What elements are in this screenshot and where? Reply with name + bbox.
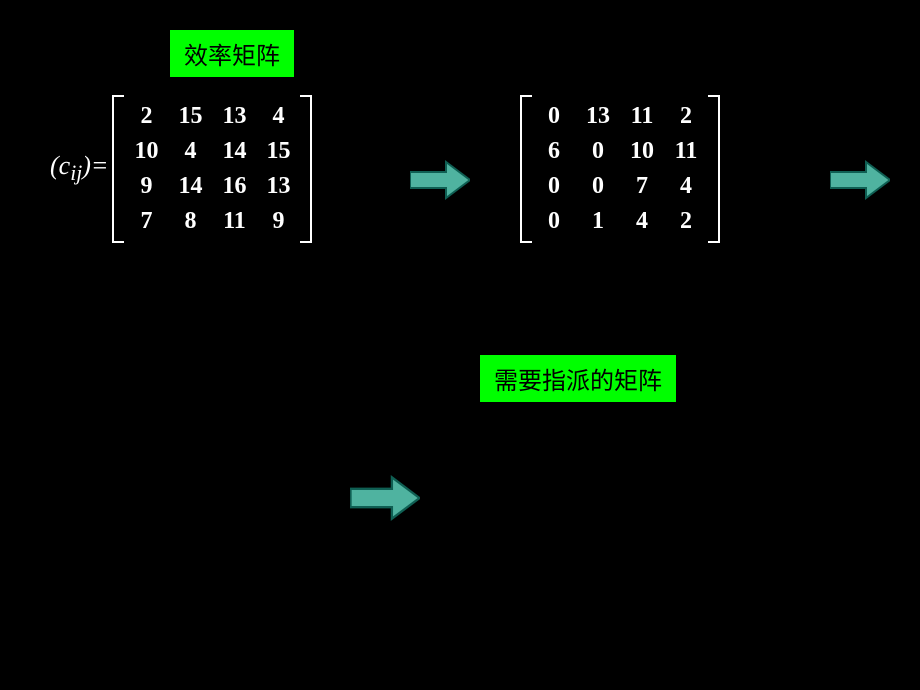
matrix-a-prefix: (cij)= <box>50 151 108 186</box>
arrow-icon <box>410 160 470 200</box>
col-op-0: -4 <box>218 580 236 606</box>
col-ops: -4 -2 <box>218 580 279 606</box>
col-op-1: -2 <box>260 580 278 606</box>
row-ops: -2 -4 -9 -7 <box>368 110 386 264</box>
row-op-0: -2 <box>368 110 386 136</box>
bracket-left-icon <box>520 95 530 243</box>
matrix-b: 0 13 11 2 6 0 10 11 0 0 7 4 0 1 4 2 <box>520 95 720 243</box>
label-assignment: 需要指派的矩阵 <box>480 355 676 402</box>
matrix-a-grid: 2 15 13 4 10 4 14 15 9 14 16 13 7 8 11 9 <box>122 95 302 243</box>
bracket-right-icon <box>660 410 670 578</box>
arrow-icon <box>830 160 890 200</box>
label-efficiency: 效率矩阵 <box>170 30 294 77</box>
row-op-1: -4 <box>368 152 386 178</box>
bracket-right-icon <box>710 95 720 243</box>
bracket-left-icon <box>100 410 110 558</box>
bracket-right-icon <box>302 95 312 243</box>
matrix-d: 0 13 7 0 6 0 6 9 0 5 3 2 0 1 0 0 =(bij) <box>470 410 736 578</box>
row-op-3: -7 <box>368 237 386 263</box>
bracket-left-icon <box>470 410 480 578</box>
bracket-right-icon <box>290 410 300 558</box>
matrix-d-grid: 0 13 7 0 6 0 6 9 0 5 3 2 0 1 0 0 <box>480 410 660 578</box>
matrix-b-grid: 0 13 11 2 6 0 10 11 0 0 7 4 0 1 4 2 <box>530 95 710 243</box>
matrix-a: (cij)= 2 15 13 4 10 4 14 15 9 14 16 13 7… <box>50 95 312 243</box>
matrix-c-grid: 0 13 11 2 6 0 10 11 0 0 7 4 0 1 4 2 <box>110 410 290 558</box>
arrow-icon <box>350 475 420 521</box>
label-assignment-text: 需要指派的矩阵 <box>494 368 662 395</box>
row-op-2: -9 <box>368 195 386 221</box>
matrix-d-suffix: =(bij) <box>676 476 736 511</box>
label-efficiency-text: 效率矩阵 <box>184 43 280 70</box>
bracket-left-icon <box>112 95 122 243</box>
matrix-c: 0 13 11 2 6 0 10 11 0 0 7 4 0 1 4 2 <box>100 410 300 558</box>
